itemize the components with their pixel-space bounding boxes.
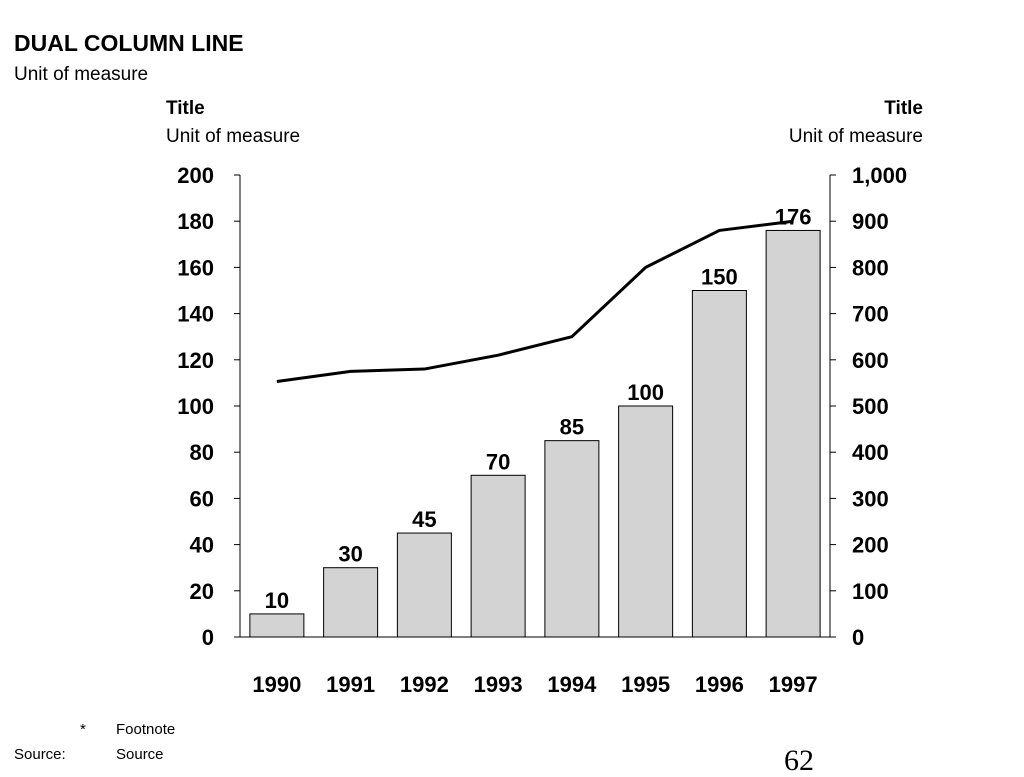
bar-data-label: 10 (265, 588, 289, 613)
left-tick-label: 60 (190, 486, 214, 511)
bar (396, 532, 452, 638)
page-subtitle: Unit of measure (14, 64, 149, 85)
right-tick-label: 700 (852, 302, 889, 327)
right-tick-label: 200 (852, 533, 889, 558)
right-tick-label: 900 (852, 209, 889, 234)
x-tick-label: 1990 (252, 672, 301, 697)
bar (249, 613, 305, 638)
bar-data-label: 176 (775, 204, 812, 229)
right-tick-label: 500 (852, 394, 889, 419)
x-tick-label: 1995 (621, 672, 670, 697)
bar-series (249, 229, 821, 638)
right-axis-ticks: 0 100 200 300 400 500 600 700 800 900 1,000 (830, 163, 907, 650)
footnote-text: Footnote (116, 721, 176, 738)
left-tick-label: 200 (177, 163, 214, 188)
left-tick-label: 80 (190, 440, 214, 465)
bar (470, 474, 526, 638)
x-tick-label: 1996 (695, 672, 744, 697)
x-tick-label: 1992 (400, 672, 449, 697)
bar-data-label: 70 (486, 449, 510, 474)
right-tick-label: 0 (852, 625, 864, 650)
x-axis-ticks: 1990 1991 1992 1993 1994 1995 1996 1997 (252, 672, 817, 697)
x-tick-label: 1991 (326, 672, 375, 697)
left-tick-label: 120 (177, 348, 214, 373)
source-label: Source: (14, 746, 66, 763)
page-title: DUAL COLUMN LINE (14, 30, 244, 56)
right-tick-label: 1,000 (852, 163, 907, 188)
right-tick-label: 300 (852, 486, 889, 511)
x-tick-label: 1997 (769, 672, 818, 697)
bar (618, 405, 674, 638)
bar-data-label: 85 (560, 415, 584, 440)
bar (691, 290, 747, 638)
left-axis-title: Title (166, 98, 205, 119)
left-axis-unit: Unit of measure (166, 126, 301, 147)
bar-data-label: 150 (701, 265, 738, 290)
right-axis-unit: Unit of measure (788, 126, 923, 147)
right-tick-label: 400 (852, 440, 889, 465)
right-axis-title: Title (884, 98, 923, 119)
source-text: Source (116, 746, 164, 763)
right-tick-label: 600 (852, 348, 889, 373)
left-axis-ticks: 0 20 40 60 80 100 120 140 160 180 200 (177, 163, 240, 650)
x-tick-label: 1993 (474, 672, 523, 697)
line-series (276, 219, 794, 383)
left-tick-label: 140 (177, 302, 214, 327)
left-tick-label: 0 (202, 625, 214, 650)
footnote-marker: * (80, 721, 86, 738)
page-number: 62 (784, 744, 814, 777)
left-tick-label: 100 (177, 394, 214, 419)
x-tick-label: 1994 (547, 672, 597, 697)
bar (765, 229, 821, 638)
bar (323, 567, 379, 638)
bar-data-label: 45 (412, 507, 436, 532)
bar (544, 440, 600, 638)
bar-data-label: 100 (627, 380, 664, 405)
left-tick-label: 160 (177, 255, 214, 280)
series-line (276, 219, 794, 383)
left-tick-label: 40 (190, 533, 214, 558)
right-tick-label: 800 (852, 255, 889, 280)
bar-data-labels: 10 30 45 70 85 100 150 176 (265, 204, 812, 612)
bar-data-label: 30 (338, 542, 362, 567)
right-tick-label: 100 (852, 579, 889, 604)
left-tick-label: 180 (177, 209, 214, 234)
left-tick-label: 20 (190, 579, 214, 604)
